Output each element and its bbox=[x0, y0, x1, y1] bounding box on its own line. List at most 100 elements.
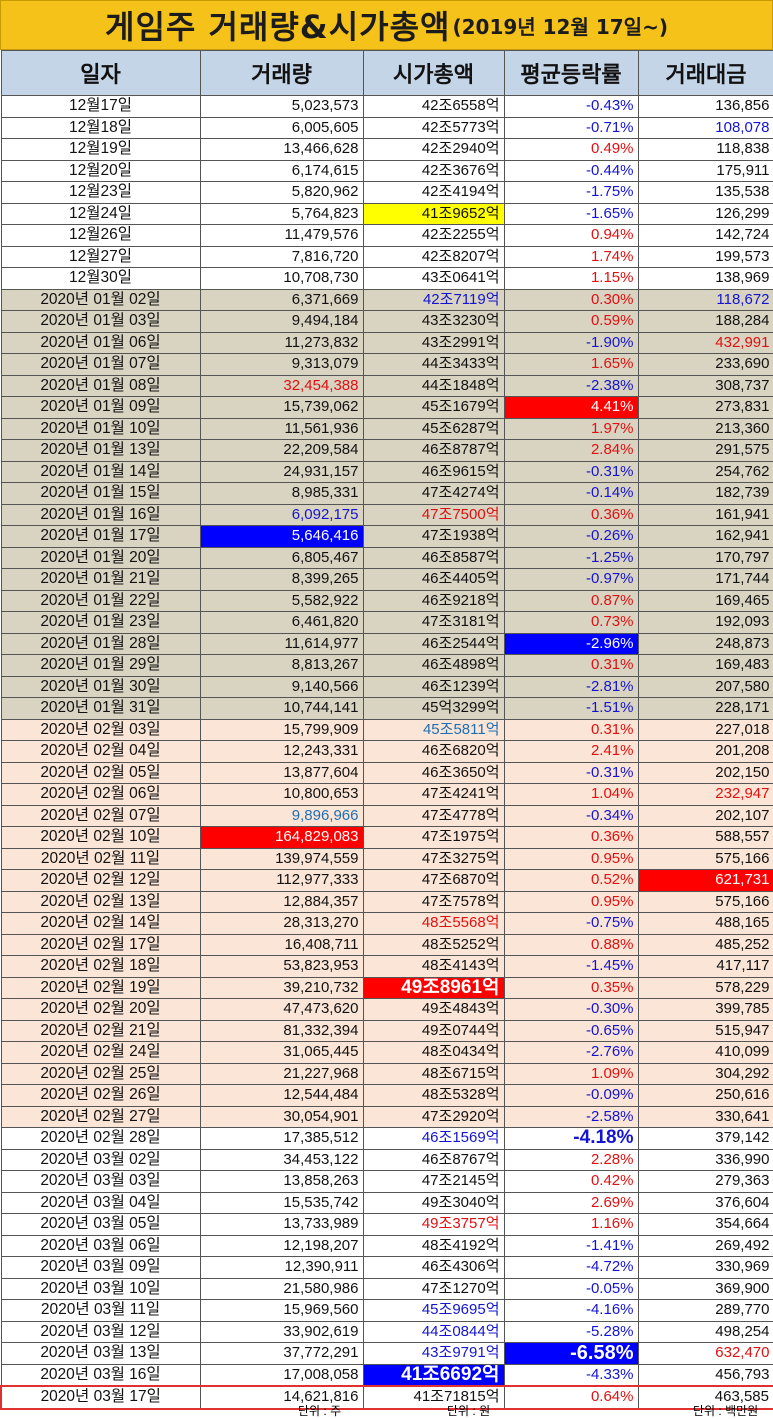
cell-date: 2020년 01월 10일 bbox=[0, 417, 201, 440]
cell-date: 2020년 01월 14일 bbox=[0, 460, 201, 483]
cell-volume: 15,969,560 bbox=[199, 1299, 364, 1322]
cell-cap: 46조9615억 bbox=[362, 460, 505, 483]
cell-change: -1.65% bbox=[503, 202, 639, 225]
cell-change: 0.42% bbox=[503, 1170, 639, 1193]
cell-volume: 12,243,331 bbox=[199, 740, 364, 763]
cell-date: 2020년 03월 03일 bbox=[0, 1170, 201, 1193]
cell-cap: 47조1938억 bbox=[362, 525, 505, 548]
cell-cap: 46조4306억 bbox=[362, 1256, 505, 1279]
units-footer: 단위 : 주 단위 : 원 단위 : 백만원 bbox=[0, 1400, 773, 1419]
table-row: 2020년 02월 28일 17,385,512 46조1569억 -4.18% 379… bbox=[0, 1127, 773, 1150]
cell-date: 2020년 02월 27일 bbox=[0, 1105, 201, 1128]
table-row: 12월30일 10,708,730 43조0641억 1.15% 138,969 bbox=[0, 267, 773, 290]
cell-amount: 188,284 bbox=[637, 310, 773, 333]
cell-change: -1.25% bbox=[503, 546, 639, 569]
cell-cap: 46조3650억 bbox=[362, 761, 505, 784]
cell-cap: 44조3433억 bbox=[362, 353, 505, 376]
cell-change: -0.05% bbox=[503, 1277, 639, 1300]
cell-change: -2.58% bbox=[503, 1105, 639, 1128]
cell-volume: 11,273,832 bbox=[199, 331, 364, 354]
cell-cap: 46조8787억 bbox=[362, 439, 505, 462]
cell-cap: 45조1679억 bbox=[362, 396, 505, 419]
cell-date: 2020년 01월 21일 bbox=[0, 568, 201, 591]
cell-change: -0.43% bbox=[503, 95, 639, 118]
cell-amount: 228,171 bbox=[637, 697, 773, 720]
cell-change: 1.65% bbox=[503, 353, 639, 376]
cell-date: 2020년 01월 15일 bbox=[0, 482, 201, 505]
cell-change: 0.36% bbox=[503, 826, 639, 849]
cell-volume: 5,646,416 bbox=[199, 525, 364, 548]
cell-date: 2020년 01월 16일 bbox=[0, 503, 201, 526]
cell-volume: 6,805,467 bbox=[199, 546, 364, 569]
cell-cap: 46조9218억 bbox=[362, 589, 505, 612]
cell-date: 2020년 01월 02일 bbox=[0, 288, 201, 311]
table-row: 2020년 01월 20일 6,805,467 46조8587억 -1.25% 170,… bbox=[0, 546, 773, 569]
cell-cap: 44조1848억 bbox=[362, 374, 505, 397]
cell-volume: 12,390,911 bbox=[199, 1256, 364, 1279]
cell-change: -6.58% bbox=[503, 1342, 639, 1365]
cell-amount: 118,838 bbox=[637, 138, 773, 161]
cell-volume: 5,764,823 bbox=[199, 202, 364, 225]
table-row: 2020년 02월 11일 139,974,559 47조3275억 0.95% 575… bbox=[0, 847, 773, 870]
cell-cap: 46조1569억 bbox=[362, 1127, 505, 1150]
cell-date: 12월19일 bbox=[0, 138, 201, 161]
cell-cap: 45조6287억 bbox=[362, 417, 505, 440]
table-row: 2020년 01월 15일 8,985,331 47조4274억 -0.14% 182,… bbox=[0, 482, 773, 505]
cell-amount: 575,166 bbox=[637, 847, 773, 870]
table-row: 2020년 01월 30일 9,140,566 46조1239억 -2.81% 207,… bbox=[0, 675, 773, 698]
cell-date: 2020년 03월 17일 bbox=[0, 1385, 201, 1410]
cell-change: -0.44% bbox=[503, 159, 639, 182]
cell-date: 12월24일 bbox=[0, 202, 201, 225]
cell-volume: 5,023,573 bbox=[199, 95, 364, 118]
cell-cap: 47조1975억 bbox=[362, 826, 505, 849]
table-row: 2020년 01월 14일 24,931,157 46조9615억 -0.31% 254… bbox=[0, 460, 773, 483]
cell-date: 2020년 02월 18일 bbox=[0, 955, 201, 978]
cell-amount: 308,737 bbox=[637, 374, 773, 397]
table-row: 2020년 02월 05일 13,877,604 46조3650억 -0.31% 202… bbox=[0, 761, 773, 784]
cell-change: -0.75% bbox=[503, 912, 639, 935]
cell-cap: 48조5568억 bbox=[362, 912, 505, 935]
cell-date: 2020년 03월 06일 bbox=[0, 1234, 201, 1257]
cell-amount: 463,585 bbox=[637, 1385, 773, 1410]
cell-amount: 254,762 bbox=[637, 460, 773, 483]
cell-cap: 45조5811억 bbox=[362, 718, 505, 741]
cell-volume: 15,535,742 bbox=[199, 1191, 364, 1214]
table-row: 2020년 01월 02일 6,371,669 42조7119억 0.30% 118,6… bbox=[0, 288, 773, 311]
table-row: 2020년 03월 11일 15,969,560 45조9695억 -4.16% 289… bbox=[0, 1299, 773, 1322]
cell-cap: 47조3275억 bbox=[362, 847, 505, 870]
cell-amount: 227,018 bbox=[637, 718, 773, 741]
cell-cap: 48조4143억 bbox=[362, 955, 505, 978]
cell-volume: 5,820,962 bbox=[199, 181, 364, 204]
cell-cap: 43조3230억 bbox=[362, 310, 505, 333]
cell-cap: 46조2544억 bbox=[362, 632, 505, 655]
cell-amount: 233,690 bbox=[637, 353, 773, 376]
cell-cap: 49조3757억 bbox=[362, 1213, 505, 1236]
cell-date: 2020년 01월 17일 bbox=[0, 525, 201, 548]
cell-volume: 6,174,615 bbox=[199, 159, 364, 182]
cell-amount: 330,969 bbox=[637, 1256, 773, 1279]
cell-amount: 199,573 bbox=[637, 245, 773, 268]
cell-change: -4.33% bbox=[503, 1363, 639, 1387]
cell-date: 2020년 02월 14일 bbox=[0, 912, 201, 935]
cell-change: -1.45% bbox=[503, 955, 639, 978]
cell-date: 2020년 03월 13일 bbox=[0, 1342, 201, 1365]
cell-volume: 5,582,922 bbox=[199, 589, 364, 612]
cell-date: 2020년 02월 06일 bbox=[0, 783, 201, 806]
cell-date: 2020년 02월 17일 bbox=[0, 933, 201, 956]
cell-amount: 289,770 bbox=[637, 1299, 773, 1322]
unit-trade-amount: 단위 : 백만원 bbox=[693, 1404, 759, 1418]
cell-change: 0.87% bbox=[503, 589, 639, 612]
cell-cap: 42조7119억 bbox=[362, 288, 505, 311]
cell-cap: 45조9695억 bbox=[362, 1299, 505, 1322]
cell-amount: 136,856 bbox=[637, 95, 773, 118]
cell-date: 2020년 01월 06일 bbox=[0, 331, 201, 354]
cell-volume: 9,313,079 bbox=[199, 353, 364, 376]
table-row: 12월23일 5,820,962 42조4194억 -1.75% 135,538 bbox=[0, 181, 773, 204]
cell-change: -0.31% bbox=[503, 761, 639, 784]
cell-date: 2020년 01월 30일 bbox=[0, 675, 201, 698]
cell-change: 0.31% bbox=[503, 654, 639, 677]
cell-cap: 46조8587억 bbox=[362, 546, 505, 569]
cell-volume: 14,621,816 bbox=[199, 1385, 364, 1410]
cell-change: 1.15% bbox=[503, 267, 639, 290]
cell-change: -5.28% bbox=[503, 1320, 639, 1343]
